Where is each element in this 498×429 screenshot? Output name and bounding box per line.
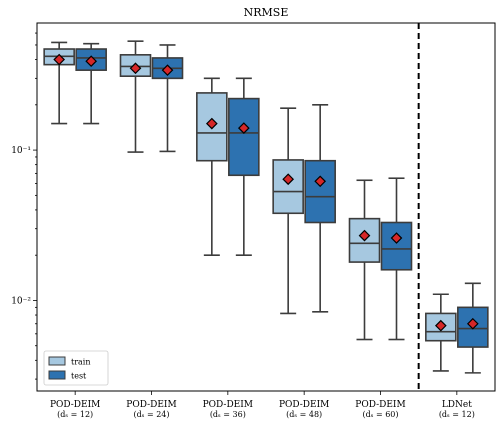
chart-title: NRMSE [244, 6, 289, 19]
x-tick-sublabel: (dₛ = 48) [286, 410, 322, 419]
legend-label-train: train [71, 358, 91, 367]
x-tick-label: POD-DEIM [203, 400, 253, 410]
box-test [382, 222, 412, 269]
x-tick-sublabel: (dₛ = 24) [133, 410, 169, 419]
x-tick-label: LDNet [442, 400, 472, 410]
x-tick-label: POD-DEIM [355, 400, 405, 410]
legend-swatch-test [49, 371, 65, 379]
x-tick-sublabel: (dₛ = 12) [57, 410, 93, 419]
y-tick-label: 10⁻¹ [11, 146, 31, 156]
x-tick-label: POD-DEIM [279, 400, 329, 410]
legend-swatch-train [49, 357, 65, 365]
x-tick-label: POD-DEIM [126, 400, 176, 410]
x-tick-sublabel: (dₛ = 12) [439, 410, 475, 419]
x-tick-sublabel: (dₛ = 60) [362, 410, 398, 419]
box-test [305, 161, 335, 223]
legend-label-test: test [71, 372, 87, 381]
y-tick-label: 10⁻² [11, 296, 31, 306]
x-tick-sublabel: (dₛ = 36) [210, 410, 246, 419]
x-tick-label: POD-DEIM [50, 400, 100, 410]
box-test [229, 99, 259, 176]
box-train [273, 160, 303, 213]
